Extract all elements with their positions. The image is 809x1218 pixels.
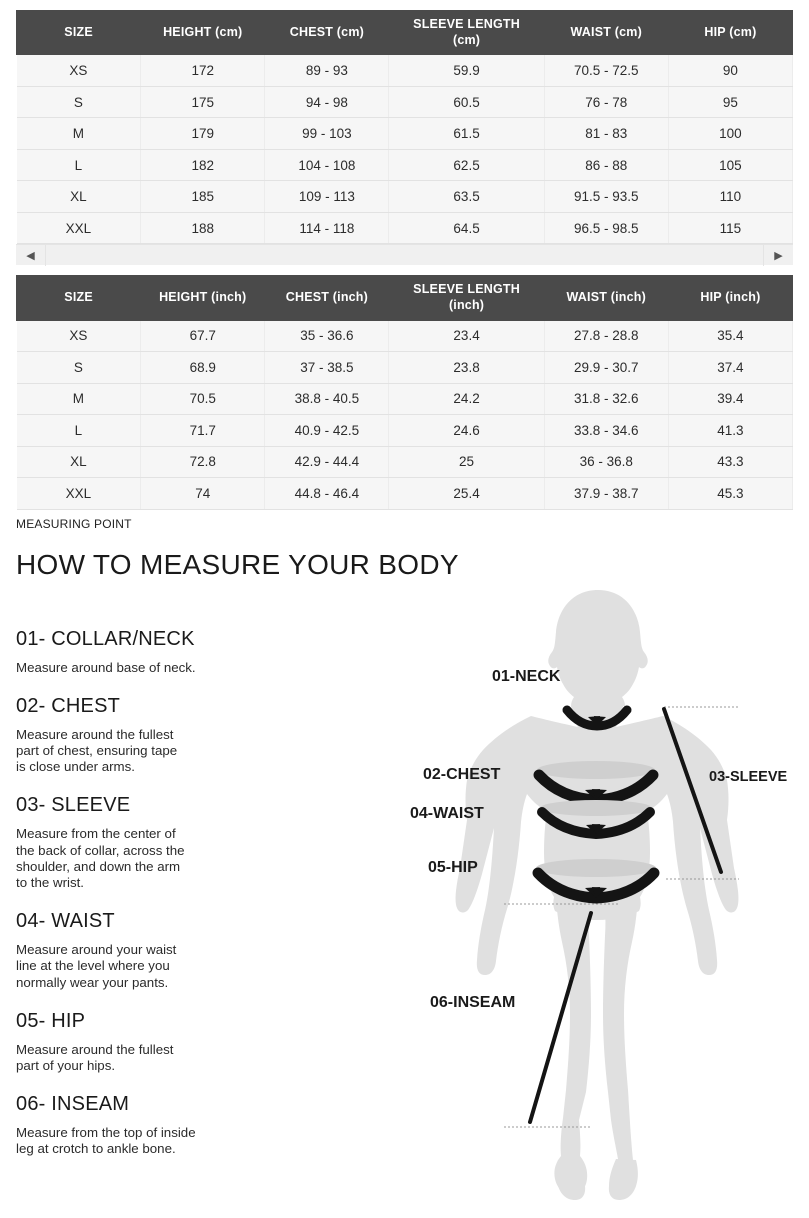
svg-text:06-INSEAM: 06-INSEAM (430, 994, 515, 1011)
svg-text:02-CHEST: 02-CHEST (423, 766, 501, 783)
svg-text:01-NECK: 01-NECK (492, 668, 561, 685)
svg-text:05-HIP: 05-HIP (428, 859, 478, 876)
svg-text:03-SLEEVE: 03-SLEEVE (709, 769, 787, 785)
